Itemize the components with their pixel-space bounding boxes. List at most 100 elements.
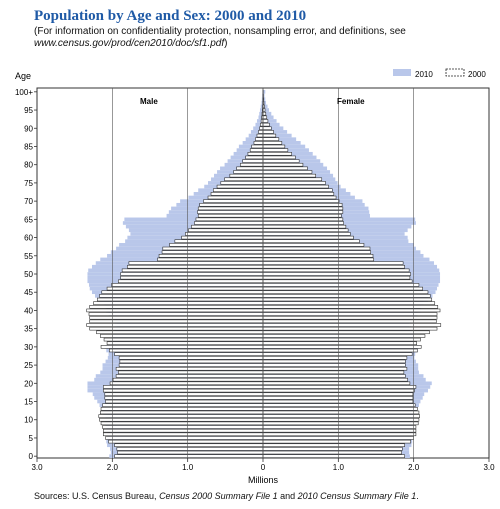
bar-2000-male	[98, 414, 264, 418]
bar-2000-female	[262, 454, 405, 458]
bar-2000-female	[262, 286, 423, 291]
bar-2000-female	[262, 162, 304, 167]
bar-2000-male	[102, 425, 264, 429]
bar-2000-female	[262, 272, 411, 276]
bar-2010-male	[253, 126, 263, 131]
bar-2000-female	[262, 221, 344, 225]
bar-2000-female	[262, 447, 403, 451]
bar-2000-male	[89, 326, 264, 331]
bar-2010-male	[248, 133, 263, 138]
source-suffix: .	[416, 491, 419, 501]
bar-2000-male	[120, 272, 264, 276]
bar-2000-male	[86, 323, 264, 327]
legend-swatch-2000	[445, 68, 465, 77]
bar-2000-male	[86, 308, 264, 313]
y-tick-label: 80	[24, 161, 33, 170]
bar-2010-male	[124, 217, 264, 222]
x-axis-label: Millions	[248, 475, 279, 485]
bar-2000-male	[109, 348, 264, 353]
bar-2000-female	[262, 305, 439, 309]
bar-2000-female	[262, 232, 351, 236]
bar-2000-female	[262, 356, 408, 360]
bar-2000-male	[119, 359, 264, 364]
bar-2000-male	[259, 126, 264, 131]
y-tick-label: 50	[24, 270, 33, 279]
bar-2000-male	[120, 275, 264, 280]
bar-2000-male	[96, 297, 264, 302]
source-prefix: Sources: U.S. Census Bureau,	[34, 491, 160, 501]
bar-2000-female	[262, 254, 374, 258]
bar-2000-male	[106, 286, 264, 291]
bar-2000-female	[262, 290, 429, 294]
bar-2010-female	[263, 90, 266, 94]
bar-2000-male	[199, 203, 264, 207]
bar-2010-male	[261, 100, 263, 105]
bar-2010-male	[259, 108, 263, 112]
bar-2000-female	[262, 421, 419, 426]
bar-2000-male	[242, 159, 264, 163]
bar-2000-male	[207, 195, 264, 200]
bar-2000-female	[262, 152, 292, 156]
bar-2000-male	[174, 239, 264, 243]
y-tick-label: 0	[29, 452, 34, 461]
bar-2010-male	[236, 148, 263, 152]
y-tick-label: 30	[24, 343, 33, 352]
bar-2000-male	[115, 366, 264, 371]
subtitle-url-link[interactable]: www.census.gov/prod/cen2010/doc/sf1.pdf	[34, 38, 225, 49]
bar-2000-female	[262, 374, 406, 378]
legend-swatch-2010	[393, 69, 411, 76]
bar-2000-female	[262, 363, 406, 367]
bar-2000-female	[262, 192, 335, 196]
bar-2000-female	[262, 184, 329, 189]
bar-2000-male	[255, 137, 264, 141]
bar-2000-male	[128, 261, 264, 265]
bar-2000-female	[262, 213, 342, 218]
bar-2000-male	[103, 388, 264, 393]
x-tick-label: 2.0	[408, 463, 420, 472]
bar-2000-male	[105, 399, 264, 404]
bar-2000-male	[191, 224, 264, 229]
y-tick-label: 85	[24, 142, 33, 151]
panel-label-male: Male	[140, 97, 158, 106]
subtitle-text: (For information on confidentiality prot…	[34, 26, 406, 37]
bar-2000-male	[118, 370, 264, 375]
bar-2000-male	[233, 170, 264, 174]
bar-2000-male	[169, 243, 264, 247]
bar-2000-female	[262, 370, 405, 375]
bar-2010-male	[245, 137, 263, 142]
bar-2010-male	[255, 122, 263, 127]
bar-2010-female	[263, 108, 270, 112]
bar-2000-male	[106, 341, 264, 345]
bar-2010-female	[263, 93, 265, 98]
y-tick-label: 75	[24, 179, 33, 188]
y-tick-label: 5	[29, 434, 34, 443]
x-axis-ticks: 3.0 2.0 1.0 0 1.0 2.0 3.0	[31, 458, 495, 472]
bar-2010-male	[250, 130, 263, 134]
bar-2000-male	[118, 363, 264, 367]
bar-2000-female	[262, 345, 422, 349]
bar-2000-male	[210, 192, 264, 196]
bar-2000-female	[262, 217, 344, 222]
bar-2000-female	[262, 366, 408, 371]
bar-2000-female	[262, 385, 417, 389]
source-mid: and	[277, 491, 298, 501]
bar-2000-female	[262, 141, 283, 145]
bar-2000-female	[262, 181, 326, 185]
source-note: Sources: U.S. Census Bureau, Census 2000…	[34, 491, 419, 501]
bar-2010-female	[263, 130, 288, 134]
bar-2000-female	[262, 210, 344, 214]
bar-2000-male	[100, 421, 264, 426]
x-tick-label: 1.0	[182, 463, 194, 472]
y-tick-label: 10	[24, 416, 33, 425]
bar-2000-female	[262, 294, 431, 298]
y-tick-label: 95	[24, 106, 33, 115]
bar-2000-female	[262, 414, 420, 418]
bar-2000-female	[262, 137, 280, 141]
bar-2000-male	[109, 381, 264, 386]
y-axis-ticks: 0 5 10 15 20 25 30 35 40 45 50 55 60 65 70 75 80 85 90 95 10…	[15, 88, 37, 461]
chart-title: Population by Age and Sex: 2000 and 2010	[34, 8, 307, 24]
bar-2000-male	[258, 130, 264, 134]
bar-2000-male	[116, 447, 264, 451]
y-tick-label: 15	[24, 398, 33, 407]
